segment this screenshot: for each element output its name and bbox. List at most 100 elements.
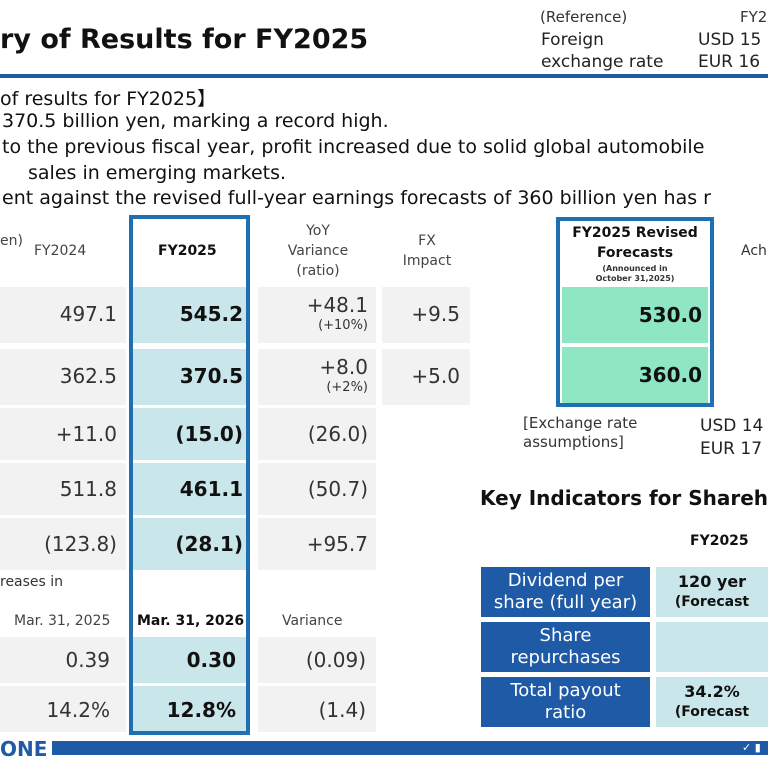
kpi-dividend-label: Dividend per share (full year): [481, 567, 650, 617]
row7-prev: 14.2%: [46, 698, 110, 722]
row6-curr: 0.30: [186, 648, 236, 672]
row5-yoy-cell: [258, 518, 376, 570]
row2-yoy-ratio: (+2%): [326, 380, 368, 395]
forecast-v2: 360.0: [638, 363, 702, 387]
row1-fy2025-cell: [133, 287, 246, 343]
col-fx-2: Impact: [402, 253, 452, 269]
achievement-col: Ach: [741, 243, 767, 259]
forecast-title-1: FY2025 Revised: [572, 225, 698, 241]
row1-fy2024: 497.1: [59, 302, 117, 326]
row6-var: (0.09): [305, 648, 366, 672]
kpi-payout-label-2: ratio: [544, 702, 587, 723]
row4-fy2025: 461.1: [179, 477, 243, 501]
row2-fy2024: 362.5: [59, 364, 117, 388]
row1-fy2025: 545.2: [179, 302, 243, 326]
row3-yoy-cell: [258, 408, 376, 460]
kpi-dividend-value: 120 yer (Forecast: [656, 567, 768, 617]
kpi-col-fy2025: FY2025: [690, 533, 749, 549]
footer-mark-icon: ✓ ▮: [742, 741, 761, 754]
fx-eur-rate: EUR 16: [698, 52, 761, 72]
kpi-title: Key Indicators for Shareh: [480, 486, 768, 510]
header-divider: [0, 74, 768, 78]
footer-bar: [52, 741, 768, 755]
fx-usd-rate: USD 15: [698, 30, 762, 50]
row4-fy2025-cell: [133, 463, 246, 515]
col-yoy-1: YoY: [306, 223, 330, 239]
assumption-label-2: assumptions]: [523, 433, 624, 451]
kpi-payout-label: Total payout ratio: [481, 677, 650, 727]
fy2025-highlight-frame: [129, 215, 250, 735]
row7-prev-cell: [0, 686, 126, 732]
row7-curr-cell: [133, 686, 246, 732]
col-yoy-3: (ratio): [296, 263, 340, 279]
reference-label: (Reference): [540, 8, 628, 26]
row3-yoy: (26.0): [307, 422, 368, 446]
summary-line4: ent against the revised full-year earnin…: [2, 187, 711, 209]
row5-fy2024-cell: [0, 518, 126, 570]
kpi-dividend-label-1: Dividend per: [507, 570, 624, 591]
row6-prev: 0.39: [65, 648, 110, 672]
row4-fy2024: 511.8: [59, 477, 117, 501]
row2-yoy-cell: [258, 349, 376, 405]
kpi-repurchase-label-1: Share: [539, 625, 592, 646]
kpi-repurchase-label-2: repurchases: [510, 647, 621, 668]
kpi-payout-value-1: 34.2%: [684, 682, 740, 701]
forecast-note-1: (Announced in: [602, 264, 668, 273]
sub-heading: reases in: [0, 574, 64, 590]
row3-fy2024: +11.0: [55, 422, 117, 446]
fx-label-line1: Foreign: [541, 30, 604, 50]
row2-fy2024-cell: [0, 349, 126, 405]
unit-label: en): [0, 233, 23, 249]
row5-fy2025-cell: [133, 518, 246, 570]
page-title: ry of Results for FY2025: [0, 24, 369, 55]
kpi-dividend-label-2: share (full year): [493, 592, 638, 613]
row2-fx: +5.0: [411, 364, 460, 388]
row3-fy2025: (15.0): [175, 422, 243, 446]
fx-label-line2: exchange rate: [541, 52, 664, 72]
row1-yoy: +48.1: [306, 293, 368, 317]
row4-yoy-cell: [258, 463, 376, 515]
company-logo: ONE: [0, 737, 48, 761]
reference-column: FY2: [740, 8, 768, 26]
row2-fx-cell: [382, 349, 470, 405]
row6-prev-cell: [0, 637, 126, 683]
col-variance: Variance: [282, 613, 343, 629]
kpi-repurchase-value: [656, 622, 768, 672]
row3-fy2025-cell: [133, 408, 246, 460]
row1-fy2024-cell: [0, 287, 126, 343]
kpi-payout-label-1: Total payout: [510, 680, 621, 701]
kpi-payout-value-2: (Forecast: [674, 704, 750, 720]
assumption-eur: EUR 17: [700, 439, 763, 459]
forecast-v1-cell: [562, 287, 708, 343]
row4-yoy: (50.7): [307, 477, 368, 501]
col-yoy-2: Variance: [287, 243, 349, 259]
summary-line1: 370.5 billion yen, marking a record high…: [2, 110, 389, 132]
row5-yoy: +95.7: [306, 532, 368, 556]
row5-fy2025: (28.1): [175, 532, 243, 556]
row2-fy2025: 370.5: [179, 364, 243, 388]
forecast-title-2: Forecasts: [596, 245, 674, 261]
summary-line3: sales in emerging markets.: [28, 162, 287, 184]
row4-fy2024-cell: [0, 463, 126, 515]
row1-yoy-ratio: (+10%): [318, 318, 368, 333]
row7-var-cell: [258, 686, 376, 732]
col-mar2025: Mar. 31, 2025: [14, 613, 111, 629]
row6-curr-cell: [133, 637, 246, 683]
row7-curr: 12.8%: [166, 698, 236, 722]
kpi-repurchase-label: Share repurchases: [481, 622, 650, 672]
forecast-v1: 530.0: [638, 303, 702, 327]
col-fx-1: FX: [418, 233, 436, 249]
summary-heading: of results for FY2025】: [0, 88, 217, 110]
col-mar2026: Mar. 31, 2026: [137, 613, 245, 629]
assumption-usd: USD 14: [700, 416, 764, 436]
kpi-dividend-value-1: 120 yer: [677, 572, 747, 591]
row2-fy2025-cell: [133, 349, 246, 405]
summary-line2: to the previous fiscal year, profit incr…: [2, 136, 705, 158]
row5-fy2024: (123.8): [44, 532, 117, 556]
forecast-box: FY2025 Revised Forecasts (Announced in O…: [556, 217, 714, 407]
row1-fx: +9.5: [411, 302, 460, 326]
col-fy2025: FY2025: [158, 243, 217, 259]
forecast-note-2: October 31,2025): [595, 274, 675, 283]
kpi-payout-value: 34.2% (Forecast: [656, 677, 768, 727]
assumption-label-1: [Exchange rate: [523, 414, 638, 432]
